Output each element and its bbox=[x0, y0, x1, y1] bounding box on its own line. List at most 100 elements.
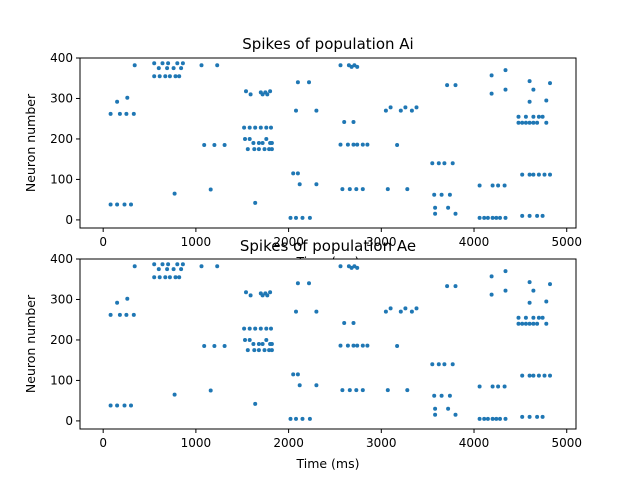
spike-point bbox=[453, 412, 458, 417]
spike-point bbox=[338, 142, 343, 147]
spike-point bbox=[294, 309, 298, 314]
x-axis: 0 1000 2000 3000 4000 5000 bbox=[99, 429, 582, 450]
spike-point bbox=[295, 80, 300, 85]
x-tick-label: 2000 bbox=[273, 235, 304, 249]
spike-point bbox=[314, 383, 319, 388]
spike-point bbox=[520, 120, 525, 125]
spike-point bbox=[351, 343, 356, 348]
spike-point bbox=[122, 403, 127, 408]
spike-point bbox=[477, 416, 482, 421]
spike-point bbox=[548, 373, 552, 378]
spike-point bbox=[166, 61, 171, 66]
y-axis-label: Neuron number bbox=[23, 294, 38, 393]
spike-point bbox=[453, 211, 458, 216]
spike-point bbox=[269, 141, 274, 145]
spike-point bbox=[527, 120, 532, 125]
spike-point bbox=[157, 275, 162, 280]
spike-point bbox=[269, 125, 273, 130]
spike-point bbox=[253, 200, 258, 205]
spike-point bbox=[265, 293, 270, 298]
spike-point bbox=[347, 388, 352, 393]
spike-point bbox=[414, 105, 419, 110]
spike-point bbox=[297, 182, 302, 187]
spike-point bbox=[260, 342, 265, 346]
spike-point bbox=[542, 373, 547, 378]
spike-point bbox=[503, 269, 508, 274]
spike-point bbox=[490, 384, 495, 389]
spike-point bbox=[548, 282, 552, 287]
spike-point bbox=[445, 83, 450, 88]
spike-point bbox=[243, 137, 247, 141]
x-tick-label: 0 bbox=[99, 436, 107, 450]
spike-point bbox=[520, 321, 525, 326]
spike-point bbox=[414, 306, 419, 311]
x-tick-label: 1000 bbox=[181, 436, 212, 450]
spike-point bbox=[202, 143, 207, 147]
spike-point bbox=[124, 111, 129, 116]
spike-point bbox=[248, 92, 253, 97]
spike-point bbox=[124, 312, 129, 317]
spike-point bbox=[354, 388, 359, 393]
spike-point bbox=[258, 125, 263, 130]
spike-point bbox=[294, 108, 298, 113]
y-tick-label: 400 bbox=[50, 252, 73, 266]
spike-point bbox=[295, 281, 300, 286]
x-tick-label: 3000 bbox=[366, 235, 397, 249]
spike-point bbox=[502, 384, 507, 389]
spike-point bbox=[242, 125, 247, 130]
y-tick-label: 200 bbox=[50, 333, 73, 347]
y-axis: 0 100 200 300 400 bbox=[50, 252, 80, 428]
spike-point bbox=[516, 321, 521, 326]
chart-title: Spikes of population Ai bbox=[242, 35, 413, 53]
spike-point bbox=[125, 296, 130, 301]
spike-point bbox=[245, 348, 250, 353]
spike-point bbox=[527, 373, 532, 378]
spike-point bbox=[531, 321, 536, 326]
spike-point bbox=[355, 142, 360, 147]
spike-point bbox=[403, 306, 408, 311]
spike-point bbox=[477, 384, 482, 389]
spike-point bbox=[165, 267, 170, 272]
spike-point bbox=[165, 66, 170, 71]
spike-point bbox=[544, 321, 549, 326]
spike-point bbox=[482, 416, 487, 421]
spike-point bbox=[258, 326, 263, 331]
spike-point bbox=[527, 99, 532, 104]
spike-point bbox=[494, 215, 499, 220]
y-tick-label: 300 bbox=[50, 91, 73, 105]
spike-point bbox=[450, 161, 455, 166]
spike-point bbox=[152, 262, 157, 267]
spike-point bbox=[347, 187, 352, 192]
spike-point bbox=[548, 81, 552, 86]
spike-point bbox=[202, 344, 207, 348]
x-axis-label: Time (ms) bbox=[295, 456, 359, 471]
y-tick-label: 100 bbox=[50, 373, 73, 387]
spike-point bbox=[267, 348, 272, 353]
spike-point bbox=[268, 89, 273, 94]
spike-point bbox=[171, 66, 176, 71]
spike-point bbox=[531, 315, 536, 320]
spike-point bbox=[222, 344, 227, 348]
spike-point bbox=[351, 321, 356, 325]
spike-point bbox=[248, 293, 253, 298]
spike-point bbox=[527, 280, 532, 285]
spike-point bbox=[496, 384, 501, 389]
x-tick-label: 0 bbox=[99, 235, 107, 249]
spike-point bbox=[132, 264, 137, 269]
spike-point bbox=[108, 202, 113, 207]
spike-point bbox=[307, 416, 312, 421]
spike-point bbox=[244, 89, 248, 94]
spike-point bbox=[256, 348, 261, 353]
spike-point bbox=[531, 87, 536, 92]
spike-point bbox=[527, 414, 532, 419]
spike-point bbox=[208, 388, 213, 393]
spike-point bbox=[152, 275, 157, 280]
spike-point bbox=[520, 373, 525, 378]
spike-point bbox=[446, 406, 451, 411]
spike-points bbox=[108, 262, 552, 421]
spike-point bbox=[405, 187, 410, 192]
y-tick-label: 300 bbox=[50, 292, 73, 306]
spike-point bbox=[527, 300, 532, 305]
y-tick-label: 100 bbox=[50, 172, 73, 186]
spike-point bbox=[115, 403, 120, 408]
